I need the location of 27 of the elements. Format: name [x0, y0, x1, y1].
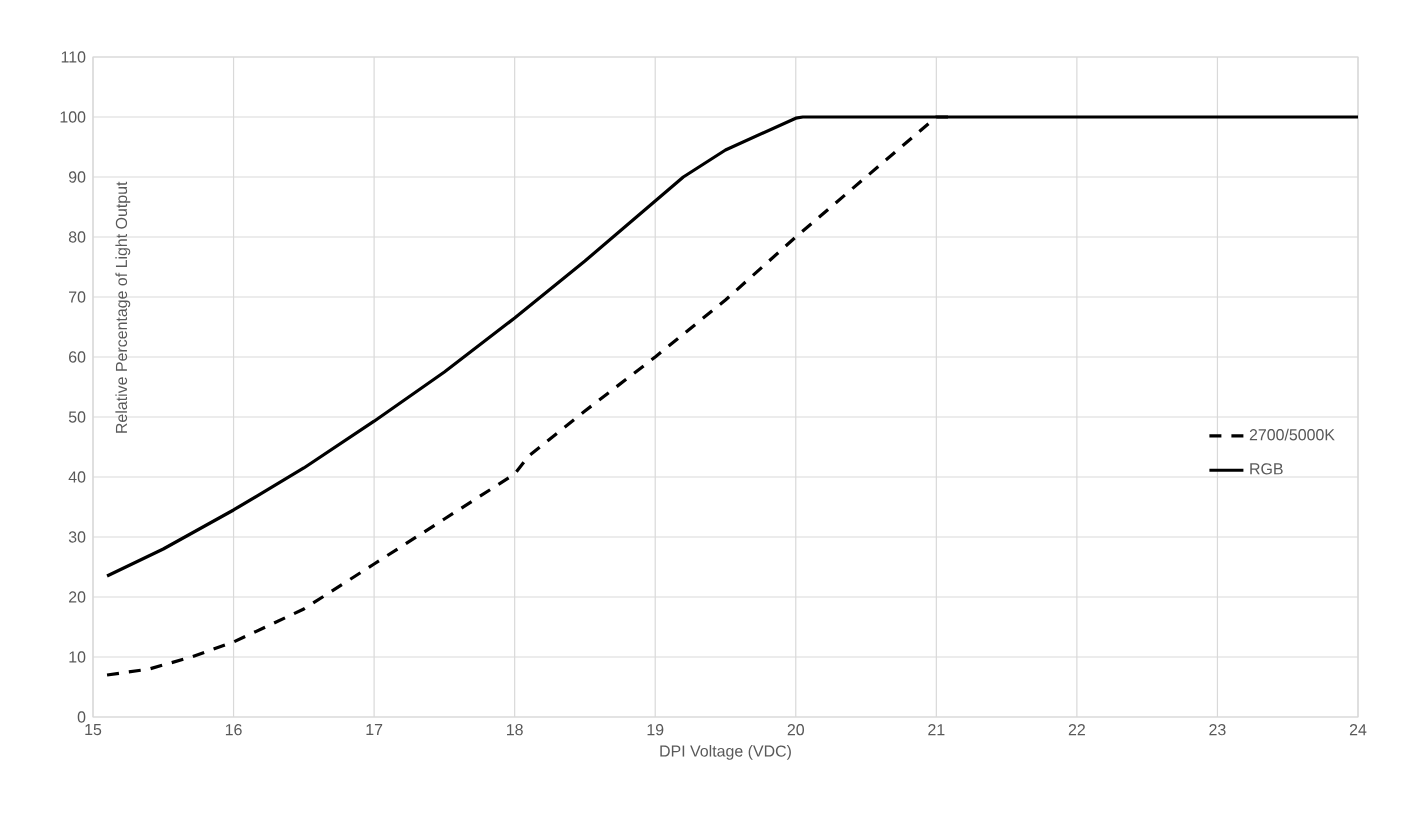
y-axis-title: Relative Percentage of Light Output — [115, 181, 131, 433]
x-tick-label: 22 — [1068, 724, 1085, 736]
x-tick-label: 21 — [928, 724, 945, 736]
y-tick-label: 60 — [69, 351, 86, 363]
x-axis-title: DPI Voltage (VDC) — [660, 744, 791, 760]
y-tick-label: 20 — [69, 591, 86, 603]
y-tick-label: 30 — [68, 531, 86, 543]
x-tick-label: 15 — [85, 724, 102, 736]
y-tick-label: 100 — [60, 111, 86, 123]
y-tick-label: 10 — [69, 651, 86, 663]
x-tick-label: 23 — [1209, 724, 1226, 736]
x-tick-label: 17 — [366, 724, 383, 735]
line-series — [105, 115, 1358, 578]
x-tick-label: 18 — [507, 724, 523, 736]
x-tick-label: 16 — [225, 724, 242, 736]
y-tick-label: 50 — [68, 411, 86, 423]
y-tick-label: 80 — [68, 231, 86, 243]
x-tick-label: 19 — [647, 724, 664, 736]
y-tick-label: 110 — [61, 51, 86, 63]
legend-label: RGB — [1250, 463, 1283, 475]
x-tick-label: 24 — [1349, 724, 1367, 736]
y-tick-label: 40 — [68, 471, 86, 483]
y-tick-label: 0 — [77, 711, 86, 723]
y-tick-label: 70 — [69, 291, 86, 303]
x-tick-label: 20 — [787, 724, 805, 736]
legend-label: 2700/5000K — [1249, 428, 1335, 441]
y-tick-label: 90 — [68, 171, 86, 183]
